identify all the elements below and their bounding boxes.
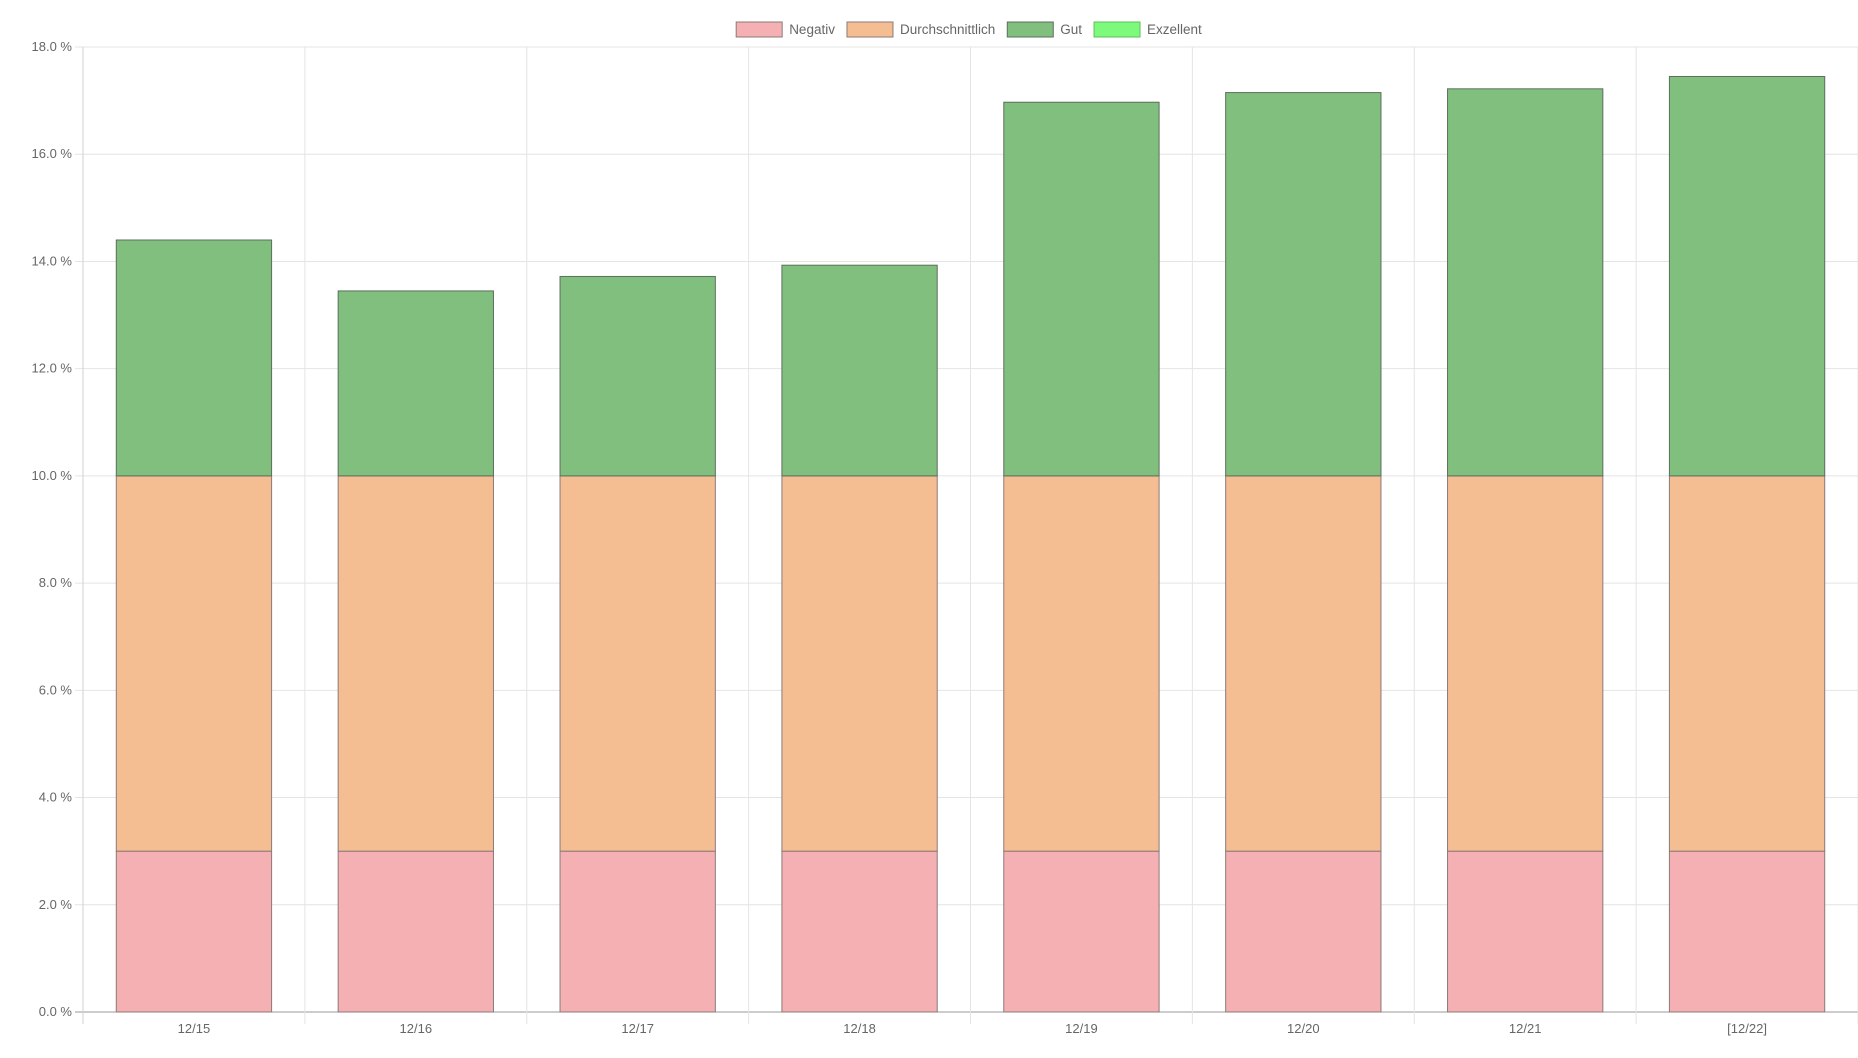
x-tick-label: 12/19 bbox=[1065, 1021, 1098, 1036]
legend-label-gut[interactable]: Gut bbox=[1060, 22, 1082, 37]
bar-segment-durchschnittlich-3[interactable] bbox=[781, 475, 938, 852]
y-tick-label: 4.0 % bbox=[39, 790, 73, 805]
bar-segment-durchschnittlich-4[interactable] bbox=[1003, 475, 1160, 852]
legend-label-negativ[interactable]: Negativ bbox=[789, 22, 835, 37]
bar-segment-gut-0[interactable] bbox=[115, 239, 273, 477]
bar-segment-negativ-2[interactable] bbox=[559, 850, 716, 1013]
legend-label-exzellent[interactable]: Exzellent bbox=[1147, 22, 1202, 37]
legend-swatch-gut[interactable] bbox=[1006, 21, 1054, 38]
bar-segment-durchschnittlich-7[interactable] bbox=[1668, 475, 1826, 852]
y-tick-label: 18.0 % bbox=[32, 39, 73, 54]
bar-segment-gut-3[interactable] bbox=[781, 264, 938, 477]
bar-segment-negativ-1[interactable] bbox=[337, 850, 494, 1013]
bar-segment-negativ-7[interactable] bbox=[1668, 850, 1826, 1013]
bar-segment-durchschnittlich-2[interactable] bbox=[559, 475, 716, 852]
y-tick-label: 8.0 % bbox=[39, 575, 73, 590]
bar-segment-gut-5[interactable] bbox=[1225, 92, 1382, 477]
bar-segment-gut-7[interactable] bbox=[1668, 75, 1826, 477]
y-tick-label: 14.0 % bbox=[32, 253, 73, 268]
x-tick-label: 12/20 bbox=[1287, 1021, 1320, 1036]
bar-segment-durchschnittlich-1[interactable] bbox=[337, 475, 494, 852]
bars bbox=[115, 75, 1826, 1013]
x-tick-label: 12/15 bbox=[178, 1021, 211, 1036]
y-tick-label: 16.0 % bbox=[32, 146, 73, 161]
y-tick-label: 10.0 % bbox=[32, 468, 73, 483]
axes: 0.0 % 2.0 % 4.0 % 6.0 % 8.0 % 10.0 % 12.0 % 14.… bbox=[32, 39, 1767, 1036]
bar-segment-negativ-0[interactable] bbox=[115, 850, 273, 1013]
bar-segment-negativ-5[interactable] bbox=[1225, 850, 1382, 1013]
y-tick-label: 2.0 % bbox=[39, 897, 73, 912]
bar-segment-negativ-6[interactable] bbox=[1447, 850, 1604, 1013]
legend-swatch-durchschnittlich[interactable] bbox=[846, 21, 894, 38]
bar-segment-gut-6[interactable] bbox=[1447, 88, 1604, 477]
y-tick-label: 6.0 % bbox=[39, 682, 73, 697]
bar-segment-durchschnittlich-6[interactable] bbox=[1447, 475, 1604, 852]
y-tick-label: 12.0 % bbox=[32, 361, 73, 376]
bar-segment-durchschnittlich-0[interactable] bbox=[115, 475, 273, 852]
x-tick-label: 12/18 bbox=[843, 1021, 876, 1036]
x-tick-label: 12/16 bbox=[400, 1021, 433, 1036]
bar-segment-gut-2[interactable] bbox=[559, 275, 716, 477]
legend-swatch-negativ[interactable] bbox=[735, 21, 783, 38]
x-tick-label: [12/22] bbox=[1727, 1021, 1767, 1036]
legend-label-durchschnittlich[interactable]: Durchschnittlich bbox=[900, 22, 995, 37]
legend: Negativ Durchschnittlich Gut Exzellent bbox=[735, 21, 1202, 38]
bar-segment-negativ-3[interactable] bbox=[781, 850, 938, 1013]
bar-segment-gut-4[interactable] bbox=[1003, 101, 1160, 477]
bar-segment-gut-1[interactable] bbox=[337, 290, 494, 477]
bar-segment-negativ-4[interactable] bbox=[1003, 850, 1160, 1013]
bar-segment-durchschnittlich-5[interactable] bbox=[1225, 475, 1382, 852]
x-tick-label: 12/17 bbox=[621, 1021, 654, 1036]
y-tick-label: 0.0 % bbox=[39, 1004, 73, 1019]
x-tick-label: 12/21 bbox=[1509, 1021, 1542, 1036]
legend-swatch-exzellent[interactable] bbox=[1093, 21, 1141, 38]
